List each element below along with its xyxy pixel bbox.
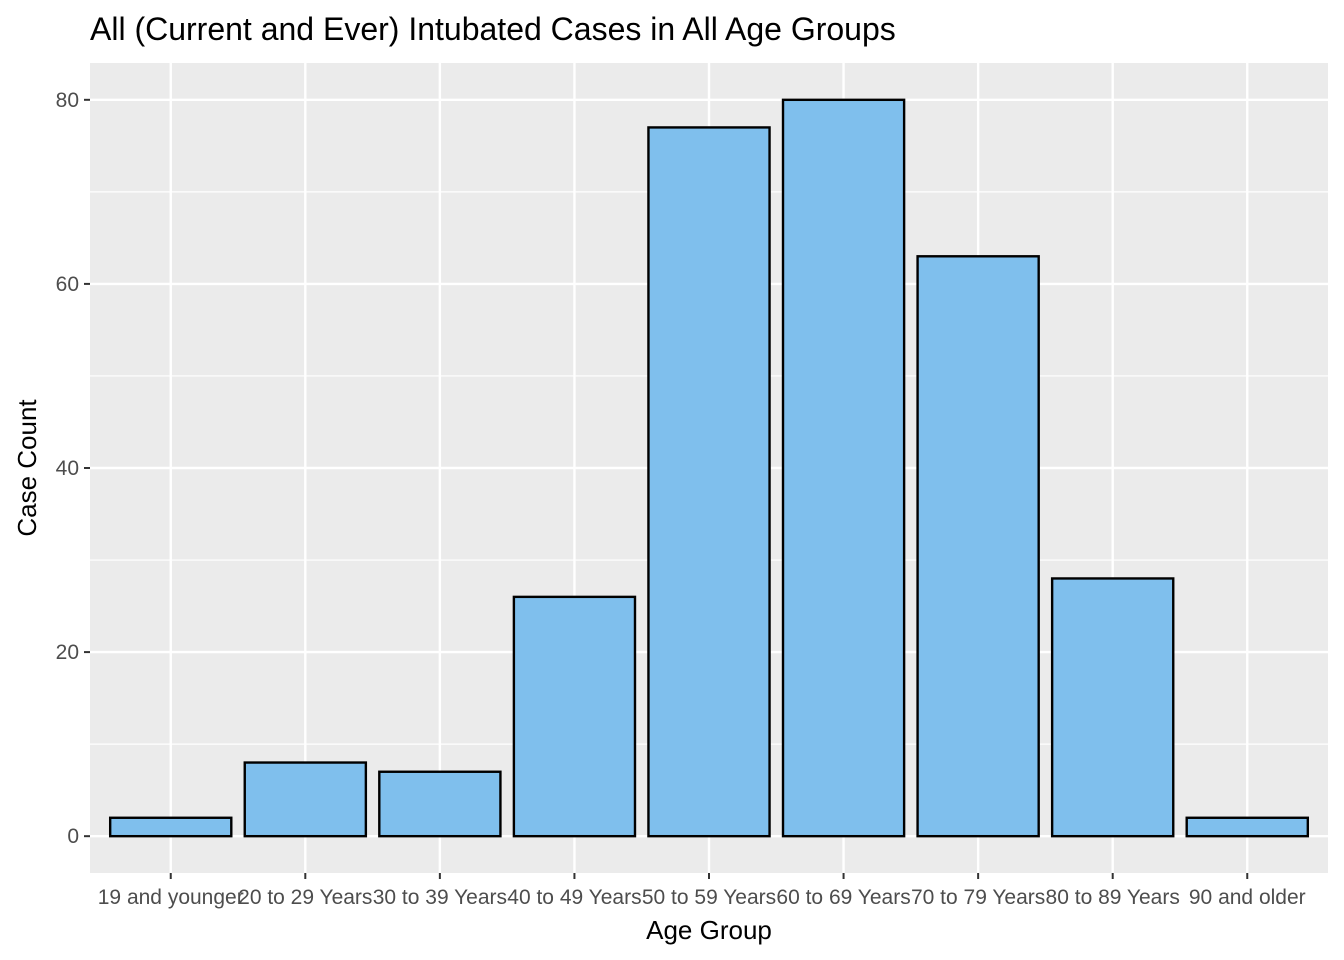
y-tick-label: 20 bbox=[56, 641, 79, 664]
x-tick-label: 60 to 69 Years bbox=[776, 886, 910, 909]
x-tick-label: 19 and younger bbox=[98, 886, 244, 909]
bar-60-to-69-years bbox=[781, 98, 906, 838]
y-tick-label: 0 bbox=[67, 825, 79, 848]
y-tick-label: 80 bbox=[56, 89, 79, 112]
bar-30-to-39-years bbox=[378, 770, 502, 838]
bar-90-and-older bbox=[1185, 816, 1310, 838]
y-tick-label: 60 bbox=[56, 273, 79, 296]
x-tick-label: 80 to 89 Years bbox=[1046, 886, 1180, 909]
y-axis-title: Case Count bbox=[12, 399, 42, 537]
x-tick-label: 90 and older bbox=[1189, 886, 1306, 909]
y-tick-label: 40 bbox=[56, 457, 79, 480]
x-tick-label: 30 to 39 Years bbox=[373, 886, 507, 909]
bar-50-to-59-years bbox=[647, 126, 771, 838]
bar-20-to-29-years bbox=[243, 761, 368, 838]
x-axis-title: Age Group bbox=[646, 915, 772, 945]
bar-80-to-89-years bbox=[1050, 577, 1175, 838]
y-axis: 0 20 40 60 80 bbox=[56, 89, 90, 848]
bar-70-to-79-years bbox=[916, 255, 1040, 838]
bar-19-and-younger bbox=[108, 816, 233, 838]
bars bbox=[108, 98, 1310, 838]
x-tick-label: 20 to 29 Years bbox=[238, 886, 372, 909]
x-tick-label: 70 to 79 Years bbox=[911, 886, 1045, 909]
x-tick-label: 50 to 59 Years bbox=[642, 886, 776, 909]
chart-title: All (Current and Ever) Intubated Cases i… bbox=[90, 11, 896, 47]
x-tick-label: 40 to 49 Years bbox=[507, 886, 641, 909]
bar-40-to-49-years bbox=[512, 595, 637, 838]
